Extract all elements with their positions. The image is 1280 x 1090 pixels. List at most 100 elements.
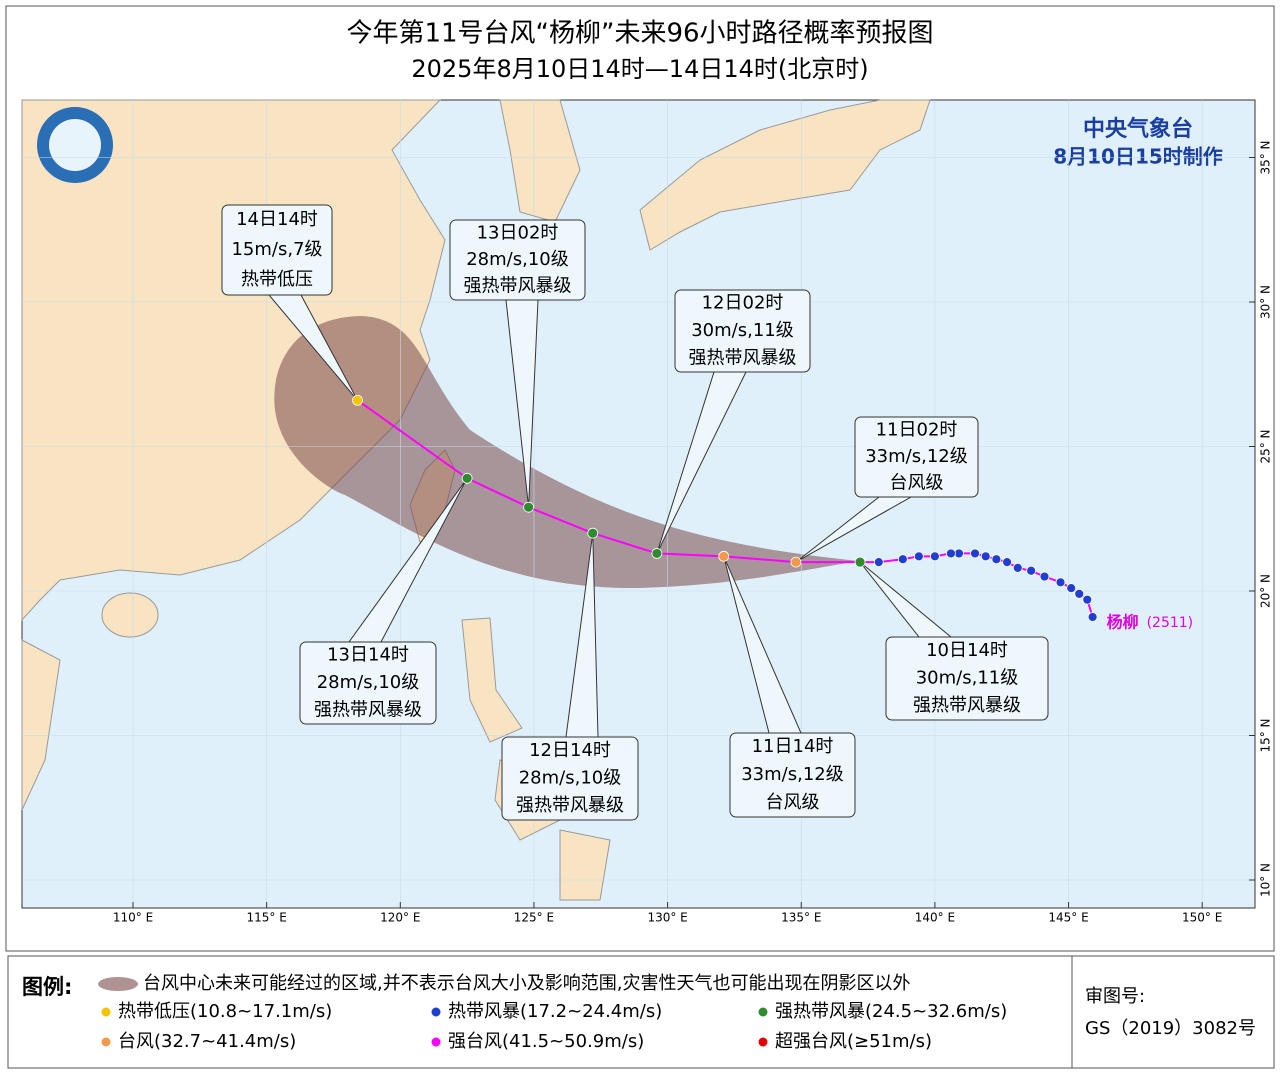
callout-box xyxy=(449,219,586,301)
forecast-point xyxy=(587,527,599,539)
past-point xyxy=(980,551,991,562)
lon-tick-label: 125° E xyxy=(514,911,554,925)
past-point xyxy=(991,554,1002,565)
callout-time: 12日14时 xyxy=(529,740,611,761)
past-point xyxy=(1074,588,1085,599)
lat-tick-label: 15° N xyxy=(1259,718,1273,752)
lat-tick-label: 10° N xyxy=(1259,863,1273,897)
callout-wind: 33m/s,12级 xyxy=(741,764,844,785)
past-point xyxy=(897,554,908,565)
past-point xyxy=(930,551,940,562)
lon-tick-label: 135° E xyxy=(781,911,821,925)
lon-tick-label: 130° E xyxy=(647,911,687,925)
legend-label: 强台风(41.5~50.9m/s) xyxy=(448,1031,644,1052)
lon-tick-label: 140° E xyxy=(915,911,955,925)
callout-time: 11日02时 xyxy=(876,419,958,440)
callout-wind: 28m/s,10级 xyxy=(317,672,420,693)
storm-name: 杨柳 xyxy=(1107,613,1139,632)
forecast-point xyxy=(461,472,473,484)
callout-wind: 28m/s,10级 xyxy=(519,768,622,789)
issuer-time: 8月10日15时制作 xyxy=(1053,145,1223,169)
legend-label: 台风(32.7~41.4m/s) xyxy=(118,1031,296,1052)
lat-tick-label: 25° N xyxy=(1259,429,1273,463)
callout-box xyxy=(885,636,1049,721)
callout-time: 13日02时 xyxy=(477,222,559,243)
legend-box xyxy=(7,955,1275,1069)
title: 今年第11号台风“杨柳”未来96小时路径概率预报图 xyxy=(346,19,933,49)
callout-level: 台风级 xyxy=(890,473,944,494)
lat-tick-label: 30° N xyxy=(1259,285,1273,319)
callout-level: 强热带风暴级 xyxy=(689,347,797,368)
past-point xyxy=(1066,583,1077,594)
forecast-point xyxy=(352,394,363,406)
legend-dot xyxy=(101,1007,111,1017)
forecast-point xyxy=(790,556,802,568)
map: 中央气象台 8月10日15时制作 110° E 115° E 120° E 125° … xyxy=(21,99,1273,925)
lon-tick-label: 150° E xyxy=(1182,911,1222,925)
legend-dot xyxy=(431,1037,441,1047)
legend-label: 超强台风(≥51m/s) xyxy=(775,1031,932,1052)
legend: 图例: 台风中心未来可能经过的区域,并不表示台风大小及影响范围,灾害性天气也可能… xyxy=(7,955,1275,1069)
past-point xyxy=(913,551,924,562)
callout-box xyxy=(221,204,333,296)
logo-inner xyxy=(49,119,101,171)
forecast-point xyxy=(718,550,730,562)
legend-dot xyxy=(758,1037,768,1047)
past-point xyxy=(1039,571,1050,582)
callout-level: 热带低压 xyxy=(241,269,313,290)
callout-level: 强热带风暴级 xyxy=(314,699,422,720)
callout-level: 台风级 xyxy=(766,792,820,813)
callout-box xyxy=(674,289,811,373)
legend-label: 强热带风暴(24.5~32.6m/s) xyxy=(775,1001,1007,1022)
past-point xyxy=(970,548,980,559)
callout-wind: 30m/s,11级 xyxy=(916,668,1019,689)
forecast-track xyxy=(356,399,861,564)
legend-label: 热带低压(10.8~17.1m/s) xyxy=(118,1001,332,1022)
legend-cone: 台风中心未来可能经过的区域,并不表示台风大小及影响范围,灾害性天气也可能出现在阴… xyxy=(143,973,910,994)
callout-box xyxy=(854,416,979,498)
lon-tick-label: 115° E xyxy=(246,911,286,925)
storm-code: (2511) xyxy=(1147,615,1194,631)
callout-time: 13日14时 xyxy=(327,645,409,666)
callout-wind: 33m/s,12级 xyxy=(865,446,968,467)
past-point xyxy=(873,557,884,567)
cone-swatch xyxy=(98,977,138,991)
legend-dot xyxy=(431,1007,441,1017)
forecast-point xyxy=(651,548,663,559)
callout-time: 14日14时 xyxy=(236,209,318,230)
lon-tick-label: 145° E xyxy=(1048,911,1088,925)
lat-tick-label: 35° N xyxy=(1259,140,1273,174)
callout-box xyxy=(729,732,856,818)
legend-title: 图例: xyxy=(22,975,72,999)
review-label: 审图号: xyxy=(1085,986,1145,1007)
past-point xyxy=(1087,612,1098,622)
callout-box xyxy=(501,736,639,821)
callout-level: 强热带风暴级 xyxy=(913,695,1021,716)
lon-tick-label: 120° E xyxy=(380,911,420,925)
forecast-point xyxy=(854,556,866,568)
past-point xyxy=(1012,562,1023,573)
subtitle: 2025年8月10日14时—14日14时(北京时) xyxy=(411,55,868,83)
callout-wind: 30m/s,11级 xyxy=(691,320,794,341)
callout-level: 强热带风暴级 xyxy=(464,276,572,297)
probability-cone xyxy=(274,316,860,589)
review-number: GS（2019）3082号 xyxy=(1085,1018,1256,1039)
callout-wind: 28m/s,10级 xyxy=(466,249,569,270)
past-point xyxy=(1082,594,1093,605)
legend-dot xyxy=(758,1007,768,1017)
callout-level: 强热带风暴级 xyxy=(516,795,624,816)
callout-wind: 15m/s,7级 xyxy=(231,239,322,260)
callout-time: 11日14时 xyxy=(752,736,834,757)
land xyxy=(21,99,931,901)
callout-time: 10日14时 xyxy=(926,640,1008,661)
past-point xyxy=(1026,565,1037,576)
callout-time: 12日02时 xyxy=(702,293,784,314)
legend-dot xyxy=(101,1037,111,1047)
past-point xyxy=(946,548,956,559)
callout-box xyxy=(299,641,437,725)
lat-tick-label: 20° N xyxy=(1259,574,1273,608)
forecast-point xyxy=(523,501,535,513)
past-point xyxy=(1055,577,1066,588)
legend-label: 热带风暴(17.2~24.4m/s) xyxy=(448,1001,662,1022)
